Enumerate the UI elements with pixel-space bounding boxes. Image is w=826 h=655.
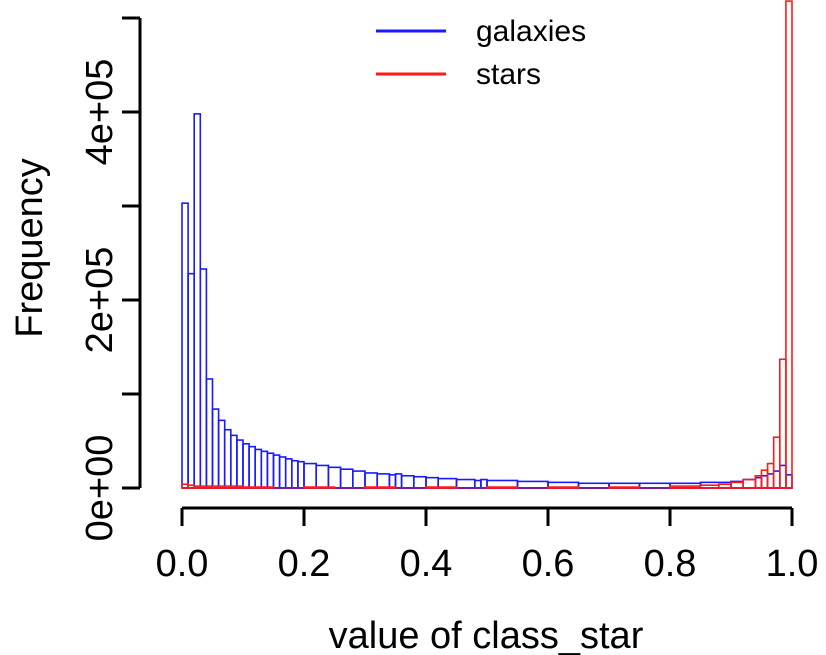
stars-bar (181, 483, 189, 489)
stars-bar (766, 462, 775, 489)
x-tick-label: 0.8 (644, 543, 697, 585)
stars-bar (778, 358, 787, 489)
galaxies-bar (339, 468, 354, 489)
galaxies-bar (742, 478, 757, 489)
x-tick-label: 0.4 (400, 543, 453, 585)
galaxies-bar (242, 443, 250, 489)
galaxies-bar (230, 434, 238, 489)
y-axis-title: Frequency (9, 158, 51, 338)
galaxies-bar (778, 464, 787, 489)
y-tick-label: 4e+05 (79, 59, 121, 166)
stars-bar (608, 486, 641, 489)
x-tick-label: 0.0 (156, 543, 209, 585)
stars-bar (425, 486, 458, 489)
stars-bar (742, 478, 757, 489)
galaxies-bar (394, 473, 403, 489)
galaxies-bar (297, 460, 305, 489)
y-axis: 0e+00 2e+05 4e+05 (79, 16, 142, 542)
galaxies-bar (480, 478, 488, 489)
stars-bar (547, 486, 580, 489)
y-tick-label: 2e+05 (79, 247, 121, 354)
galaxies-bar (199, 268, 208, 489)
galaxies-bar (254, 448, 263, 489)
galaxies-bars (181, 113, 793, 489)
galaxies-bar (248, 445, 257, 489)
galaxies-bar (193, 113, 202, 489)
galaxies-bar (315, 464, 330, 489)
galaxies-bar (260, 450, 269, 489)
galaxies-bar (223, 428, 232, 489)
stars-bar (303, 486, 336, 489)
x-axis: 0.0 0.2 0.4 0.6 0.8 1.0 (156, 506, 819, 585)
stars-bar (760, 469, 769, 489)
galaxies-bar (272, 454, 281, 489)
galaxies-bar (205, 378, 214, 489)
galaxies-bar (760, 474, 769, 489)
stars-bar (242, 486, 275, 489)
stars-bar (717, 483, 732, 489)
galaxies-bar (217, 419, 226, 489)
galaxies-bar (772, 470, 781, 489)
stars-bars (181, 0, 793, 489)
galaxies-bar (455, 478, 476, 489)
galaxies-bar (211, 408, 220, 489)
galaxies-bar (388, 474, 397, 489)
stars-bar (699, 484, 720, 489)
legend: galaxies stars (376, 15, 586, 91)
stars-bar (364, 486, 397, 489)
galaxies-bar (412, 475, 427, 489)
stars-bar (785, 0, 793, 489)
x-tick-label: 0.6 (522, 543, 575, 585)
galaxies-bar (284, 458, 293, 489)
galaxies-bar (766, 473, 775, 489)
legend-label-stars: stars (476, 58, 541, 91)
x-axis-title: value of class_star (329, 615, 644, 655)
stars-bar (772, 436, 781, 489)
galaxies-bar (278, 456, 287, 489)
galaxies-bar (187, 272, 196, 489)
galaxies-bar (754, 476, 763, 489)
y-tick-label: 0e+00 (79, 435, 121, 542)
galaxies-bar (181, 202, 189, 489)
galaxies-bar (473, 479, 482, 489)
stars-bar (486, 486, 519, 489)
stars-bar (187, 484, 196, 489)
galaxies-bar (400, 474, 415, 489)
galaxies-bar (290, 459, 299, 489)
galaxies-bar (376, 473, 391, 489)
galaxies-bar (785, 474, 793, 489)
galaxies-bar (236, 439, 244, 489)
legend-label-galaxies: galaxies (476, 15, 586, 48)
galaxies-bar (351, 470, 366, 489)
x-tick-label: 1.0 (766, 543, 819, 585)
galaxies-bar (303, 462, 317, 489)
galaxies-bar (327, 466, 342, 489)
galaxies-bar (266, 452, 275, 489)
x-tick-label: 0.2 (278, 543, 331, 585)
galaxies-bar (364, 472, 378, 489)
